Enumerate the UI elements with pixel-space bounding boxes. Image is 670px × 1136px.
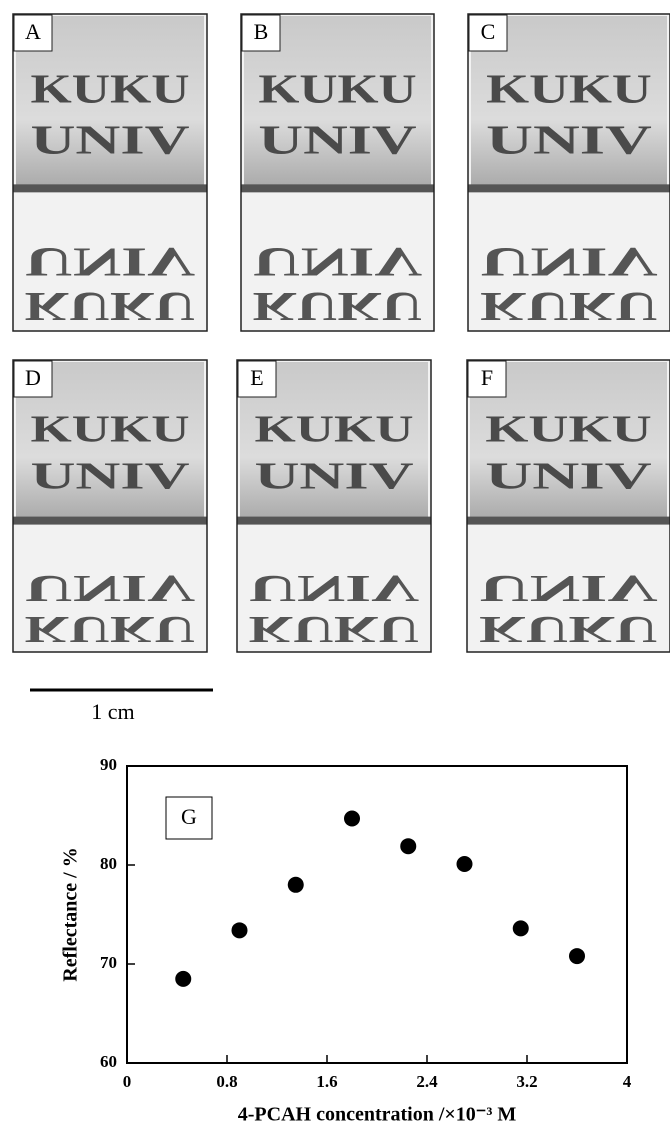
cell-edge <box>13 184 207 192</box>
photo-text: KUKU <box>485 409 651 451</box>
data-point <box>288 877 304 893</box>
cell-edge <box>13 517 207 525</box>
photo-text: KUKU <box>254 409 413 451</box>
photo-text: UNIV <box>30 455 189 497</box>
panel-label: E <box>250 365 263 390</box>
y-tick-label: 60 <box>100 1052 117 1071</box>
photo-text: UNIV <box>254 455 413 497</box>
data-point <box>400 838 416 854</box>
panel-label: A <box>25 19 41 44</box>
reflected-text: KUKU <box>25 608 196 650</box>
reflected-text: UNIV <box>480 240 658 286</box>
x-tick-label: 0.8 <box>216 1072 237 1091</box>
reflected-text: KUKU <box>253 284 423 330</box>
y-tick-label: 70 <box>100 953 117 972</box>
photo-text: KUKU <box>486 66 652 112</box>
cell-edge <box>468 184 670 192</box>
data-point <box>569 948 585 964</box>
photo-text: UNIV <box>486 116 652 162</box>
reflected-text: KUKU <box>249 608 420 650</box>
scale-bar-label: 1 cm <box>91 699 134 724</box>
data-point <box>344 810 360 826</box>
x-tick-label: 1.6 <box>316 1072 337 1091</box>
data-point <box>457 856 473 872</box>
photo-text: UNIV <box>485 455 651 497</box>
photo-text: UNIV <box>258 116 417 162</box>
x-tick-label: 3.2 <box>516 1072 537 1091</box>
panel-label: F <box>481 365 493 390</box>
photo-text: KUKU <box>258 66 416 112</box>
reflected-text: UNIV <box>253 240 423 286</box>
reflected-text: KUKU <box>479 608 658 650</box>
annotation: G <box>181 804 197 829</box>
photo-text: UNIV <box>30 116 189 162</box>
y-axis-label: Reflectance / % <box>60 847 82 981</box>
y-tick-label: 80 <box>100 854 117 873</box>
reflected-text: UNIV <box>25 240 196 286</box>
figure: 1 cm KUKUUNIVKUKUUNIVAKUKUUNIVKUKUUNIVBK… <box>0 0 670 1136</box>
panel-label: C <box>481 19 496 44</box>
y-tick-label: 90 <box>100 755 117 774</box>
x-axis-label: 4-PCAH concentration /×10⁻³ M <box>238 1104 517 1126</box>
data-point <box>232 922 248 938</box>
panel-label: B <box>254 19 269 44</box>
data-point <box>175 971 191 987</box>
cell-edge <box>241 184 434 192</box>
photo-text: KUKU <box>30 409 189 451</box>
x-tick-label: 2.4 <box>416 1072 438 1091</box>
cell-edge <box>467 517 670 525</box>
data-point <box>513 920 529 936</box>
reflected-text: KUKU <box>480 284 658 330</box>
x-tick-label: 0 <box>123 1072 132 1091</box>
panel-label: D <box>25 365 41 390</box>
reflected-text: UNIV <box>249 567 420 609</box>
reflected-text: UNIV <box>479 567 658 609</box>
cell-edge <box>237 517 431 525</box>
reflected-text: UNIV <box>25 567 196 609</box>
reflected-text: KUKU <box>25 284 196 330</box>
x-tick-label: 4 <box>623 1072 632 1091</box>
photo-text: KUKU <box>30 66 189 112</box>
